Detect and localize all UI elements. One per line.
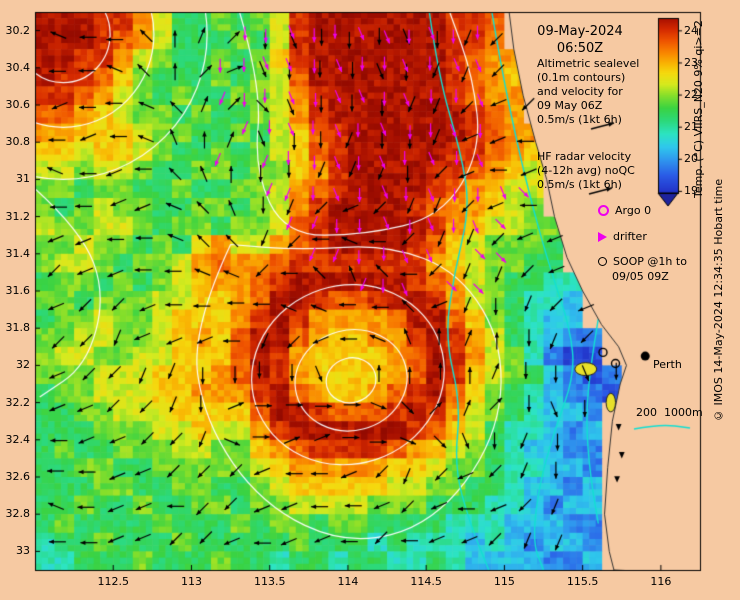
x-tick-label: 112.5 bbox=[97, 575, 129, 588]
drifter-legend-row: drifter bbox=[598, 230, 647, 243]
x-tick-label: 114.5 bbox=[410, 575, 442, 588]
argo-icon bbox=[598, 205, 609, 216]
x-tick-label: 115.5 bbox=[566, 575, 599, 588]
soop-label-line2: 09/05 09Z bbox=[612, 270, 669, 283]
x-tick-label: 115 bbox=[493, 575, 515, 588]
argo-label: Argo 0 bbox=[615, 204, 652, 217]
y-tick-label: 31.4 bbox=[5, 246, 31, 260]
x-tick-label: 113 bbox=[180, 575, 202, 588]
perth-label: Perth bbox=[653, 358, 682, 371]
legend-hf-line: HF radar velocity bbox=[537, 150, 632, 163]
bathy-legend-label: 200 1000m bbox=[636, 406, 703, 419]
soop-legend-row: SOOP @1h to bbox=[598, 255, 687, 268]
legend-hf-line: 0.5m/s (1kt 6h) bbox=[537, 178, 622, 191]
x-tick-label: 116 bbox=[650, 575, 672, 588]
colorbar-tick-label: 20 bbox=[684, 152, 698, 166]
y-tick-label: 31.2 bbox=[5, 209, 31, 223]
y-tick-label: 31.8 bbox=[5, 321, 31, 335]
y-tick-label: 33 bbox=[16, 544, 30, 558]
legend-altimetric-line: and velocity for bbox=[537, 85, 623, 98]
legend-altimetric-line: 0.5m/s (1kt 6h) bbox=[537, 113, 622, 126]
soop-label: SOOP @1h to bbox=[613, 255, 687, 268]
y-tick-label: 32.4 bbox=[5, 432, 31, 446]
colorbar-tick-label: 21 bbox=[684, 120, 698, 134]
y-tick-label: 32 bbox=[16, 358, 30, 372]
x-tick-label: 113.5 bbox=[253, 575, 286, 588]
y-tick-label: 30.6 bbox=[5, 98, 31, 111]
x-tick-label: 114 bbox=[337, 575, 359, 588]
legend-altimetric-line: (0.1m contours) bbox=[537, 71, 626, 84]
y-tick-label: 30.4 bbox=[5, 60, 31, 74]
legend-altimetric-line: 09 May 06Z bbox=[537, 99, 603, 112]
y-tick-label: 30.2 bbox=[5, 23, 31, 37]
legend-hf-line: (4-12h avg) noQC bbox=[537, 164, 635, 177]
colorbar-title: Temp. (°C) VIIRS_N20 9% qi>=2 bbox=[692, 20, 705, 199]
y-tick-label: 32.2 bbox=[5, 395, 31, 409]
y-tick-label: 31 bbox=[16, 172, 30, 186]
credit-text: © IMOS 14-May-2024 12:34:35 Hobart time bbox=[712, 178, 725, 422]
colorbar-tick-label: 23 bbox=[684, 55, 698, 69]
y-tick-label: 32.8 bbox=[5, 507, 31, 521]
obs-date: 09-May-2024 bbox=[537, 24, 623, 39]
colorbar-tick-label: 24 bbox=[684, 23, 698, 37]
colorbar-tick-label: 19 bbox=[684, 184, 698, 198]
y-tick-label: 31.6 bbox=[5, 284, 31, 297]
soop-circle-icon bbox=[598, 257, 607, 266]
y-tick-label: 32.6 bbox=[5, 470, 31, 483]
legend-altimetric-line: Altimetric sealevel bbox=[537, 57, 640, 70]
drifter-arrow-icon bbox=[598, 231, 607, 242]
y-tick-label: 30.8 bbox=[5, 135, 31, 149]
argo-legend-row: Argo 0 bbox=[598, 204, 651, 217]
obs-time: 06:50Z bbox=[556, 41, 604, 56]
drifter-label: drifter bbox=[613, 230, 647, 243]
colorbar-tick-label: 22 bbox=[684, 88, 698, 102]
